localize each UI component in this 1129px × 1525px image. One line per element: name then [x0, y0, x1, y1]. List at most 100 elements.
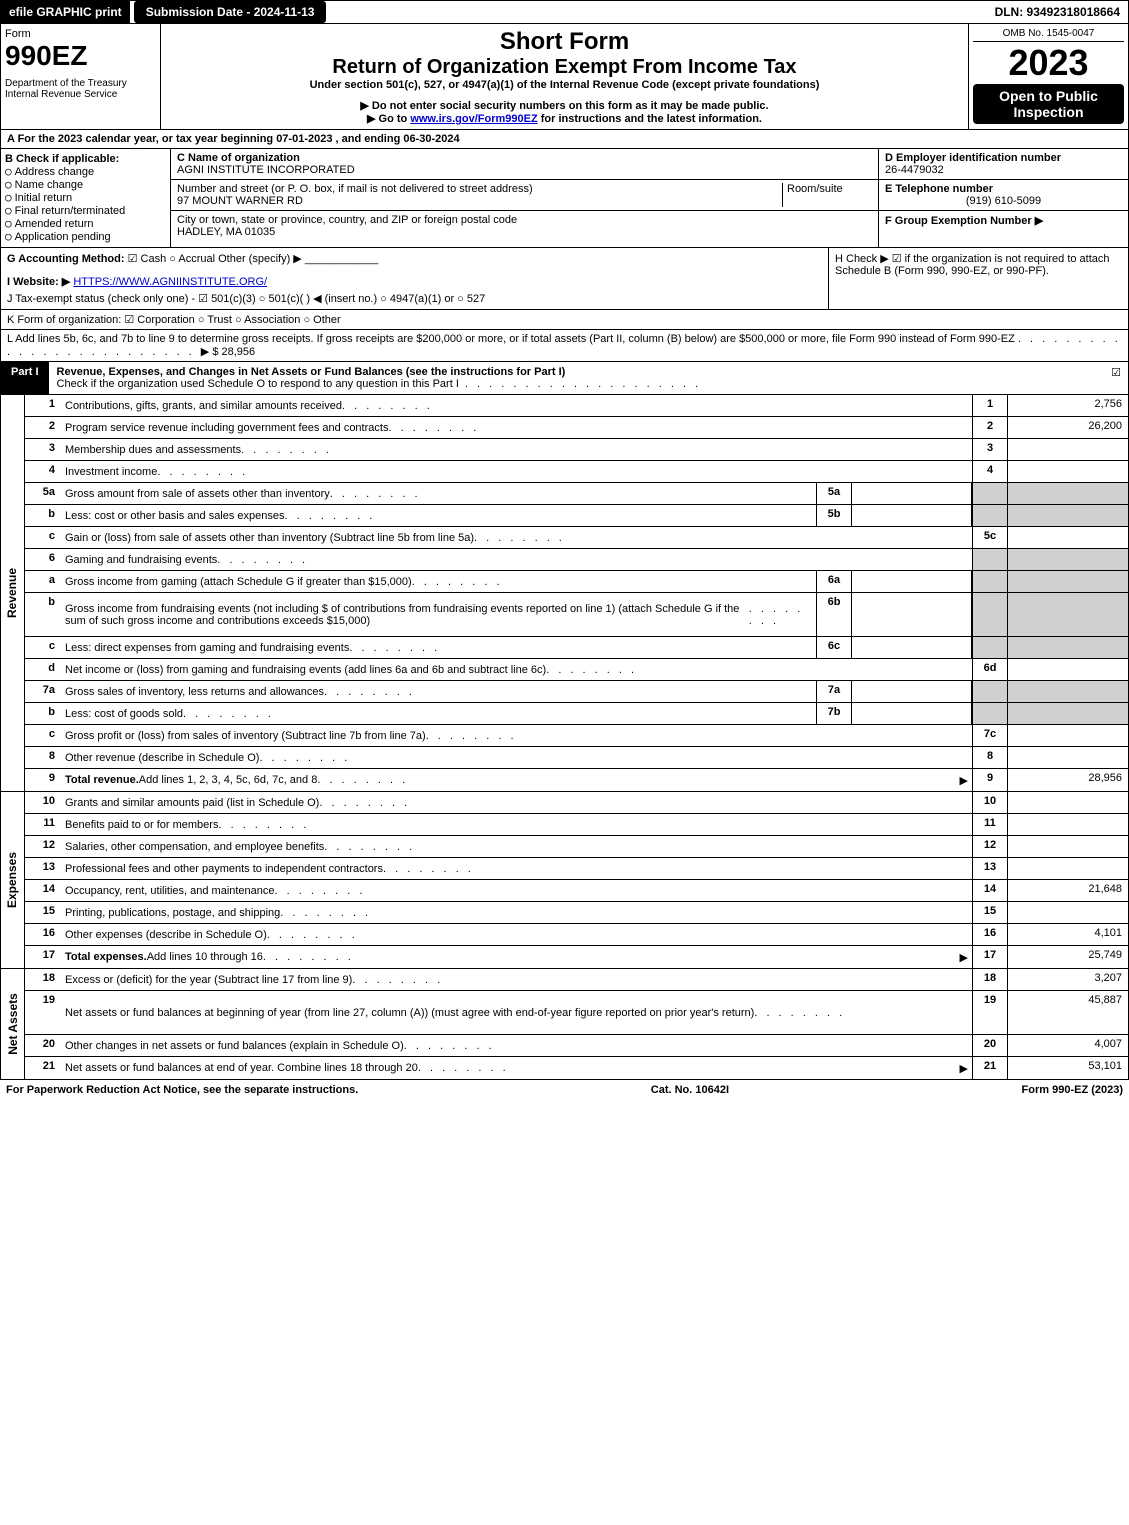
right-line-value: 45,887 — [1008, 991, 1128, 1034]
cb-initial[interactable]: ○Initial return — [5, 191, 166, 204]
irs-link[interactable]: www.irs.gov/Form990EZ — [410, 113, 537, 125]
right-line-number: 12 — [972, 836, 1008, 857]
sub-line-number: 7a — [816, 681, 852, 702]
right-line-number: 6d — [972, 659, 1008, 680]
line-number: b — [25, 505, 61, 526]
room-label: Room/suite — [782, 183, 872, 207]
right-line-value: 21,648 — [1008, 880, 1128, 901]
part1-header: Part I Revenue, Expenses, and Changes in… — [0, 362, 1129, 395]
right-line-value — [1008, 439, 1128, 460]
part1-checkbox[interactable]: ☑ — [1104, 362, 1128, 394]
tel-label: E Telephone number — [885, 183, 1122, 195]
cb-address[interactable]: ○Address change — [5, 165, 166, 178]
right-line-number: 19 — [972, 991, 1008, 1034]
omb: OMB No. 1545-0047 — [973, 28, 1124, 42]
table-row: 15Printing, publications, postage, and s… — [25, 902, 1128, 924]
lines-ghij: G Accounting Method: ☑ Cash ○ Accrual Ot… — [0, 248, 1129, 310]
line-k: K Form of organization: ☑ Corporation ○ … — [0, 310, 1129, 330]
right-line-value: 4,101 — [1008, 924, 1128, 945]
col-c: C Name of organization AGNI INSTITUTE IN… — [171, 149, 878, 247]
right-line-value: 28,956 — [1008, 769, 1128, 791]
right-line-value — [1008, 483, 1128, 504]
cb-name[interactable]: ○Name change — [5, 178, 166, 191]
sub-line-number: 6a — [816, 571, 852, 592]
cb-amended[interactable]: ○Amended return — [5, 217, 166, 230]
line-description: Grants and similar amounts paid (list in… — [61, 792, 972, 813]
line-number: 9 — [25, 769, 61, 791]
line-description: Other expenses (describe in Schedule O) … — [61, 924, 972, 945]
table-row: 9Total revenue. Add lines 1, 2, 3, 4, 5c… — [25, 769, 1128, 791]
open-public-badge: Open to Public Inspection — [973, 84, 1124, 124]
cb-other[interactable]: Other (specify) ▶ ____________ — [218, 253, 378, 265]
right-line-value — [1008, 836, 1128, 857]
table-row: 12Salaries, other compensation, and empl… — [25, 836, 1128, 858]
right-line-number: 3 — [972, 439, 1008, 460]
line-number: a — [25, 571, 61, 592]
table-row: 8Other revenue (describe in Schedule O) … — [25, 747, 1128, 769]
right-line-number: 18 — [972, 969, 1008, 990]
note-2: ▶ Go to www.irs.gov/Form990EZ for instru… — [165, 112, 964, 125]
line-number: 10 — [25, 792, 61, 813]
part1-label: Part I — [1, 362, 49, 394]
right-line-value — [1008, 505, 1128, 526]
right-line-value — [1008, 549, 1128, 570]
right-line-value: 26,200 — [1008, 417, 1128, 438]
right-line-number: 13 — [972, 858, 1008, 879]
line-number: 18 — [25, 969, 61, 990]
sub-line-value — [852, 593, 972, 636]
right-line-number — [972, 593, 1008, 636]
table-row: 11Benefits paid to or for members . . . … — [25, 814, 1128, 836]
page-footer: For Paperwork Reduction Act Notice, see … — [0, 1080, 1129, 1100]
irs-label: Internal Revenue Service — [5, 89, 156, 100]
line-number: 5a — [25, 483, 61, 504]
line-description: Gross profit or (loss) from sales of inv… — [61, 725, 972, 746]
right-line-value — [1008, 461, 1128, 482]
efile-label: efile GRAPHIC print — [1, 1, 130, 23]
line-number: 3 — [25, 439, 61, 460]
line-description: Less: cost of goods sold . . . . . . . . — [61, 703, 816, 724]
line-description: Gross amount from sale of assets other t… — [61, 483, 816, 504]
netassets-side-label: Net Assets — [1, 969, 25, 1079]
line-number: c — [25, 725, 61, 746]
sub-line-value — [852, 637, 972, 658]
table-row: dNet income or (loss) from gaming and fu… — [25, 659, 1128, 681]
ein-label: D Employer identification number — [885, 152, 1122, 164]
line-description: Less: cost or other basis and sales expe… — [61, 505, 816, 526]
cb-accrual[interactable]: ○ Accrual — [169, 253, 215, 265]
form-label: Form — [5, 28, 156, 40]
right-line-value — [1008, 593, 1128, 636]
line-number: 13 — [25, 858, 61, 879]
right-line-number: 21 — [972, 1057, 1008, 1079]
table-row: cLess: direct expenses from gaming and f… — [25, 637, 1128, 659]
line-l: L Add lines 5b, 6c, and 7b to line 9 to … — [0, 330, 1129, 362]
cb-pending[interactable]: ○Application pending — [5, 230, 166, 243]
cb-cash[interactable]: ☑ Cash — [128, 253, 167, 265]
right-line-number: 5c — [972, 527, 1008, 548]
table-row: 7aGross sales of inventory, less returns… — [25, 681, 1128, 703]
sub-line-number: 7b — [816, 703, 852, 724]
right-line-value — [1008, 659, 1128, 680]
right-line-value — [1008, 703, 1128, 724]
right-line-value: 3,207 — [1008, 969, 1128, 990]
website-link[interactable]: HTTPS://WWW.AGNIINSTITUTE.ORG/ — [73, 276, 267, 288]
right-line-number — [972, 483, 1008, 504]
city: HADLEY, MA 01035 — [177, 226, 872, 238]
line-number: d — [25, 659, 61, 680]
tel: (919) 610-5099 — [885, 195, 1122, 207]
right-line-number: 10 — [972, 792, 1008, 813]
right-line-value — [1008, 637, 1128, 658]
table-row: 10Grants and similar amounts paid (list … — [25, 792, 1128, 814]
form-number: 990EZ — [5, 40, 156, 72]
revenue-side-label: Revenue — [1, 395, 25, 791]
col-b-title: B Check if applicable: — [5, 153, 166, 165]
cb-final[interactable]: ○Final return/terminated — [5, 204, 166, 217]
line-number: c — [25, 527, 61, 548]
top-bar: efile GRAPHIC print Submission Date - 20… — [0, 0, 1129, 24]
note-1: ▶ Do not enter social security numbers o… — [165, 99, 964, 112]
table-row: 3Membership dues and assessments . . . .… — [25, 439, 1128, 461]
footer-left: For Paperwork Reduction Act Notice, see … — [6, 1084, 358, 1096]
right-line-value — [1008, 902, 1128, 923]
table-row: 1Contributions, gifts, grants, and simil… — [25, 395, 1128, 417]
table-row: 18Excess or (deficit) for the year (Subt… — [25, 969, 1128, 991]
line-number: 15 — [25, 902, 61, 923]
